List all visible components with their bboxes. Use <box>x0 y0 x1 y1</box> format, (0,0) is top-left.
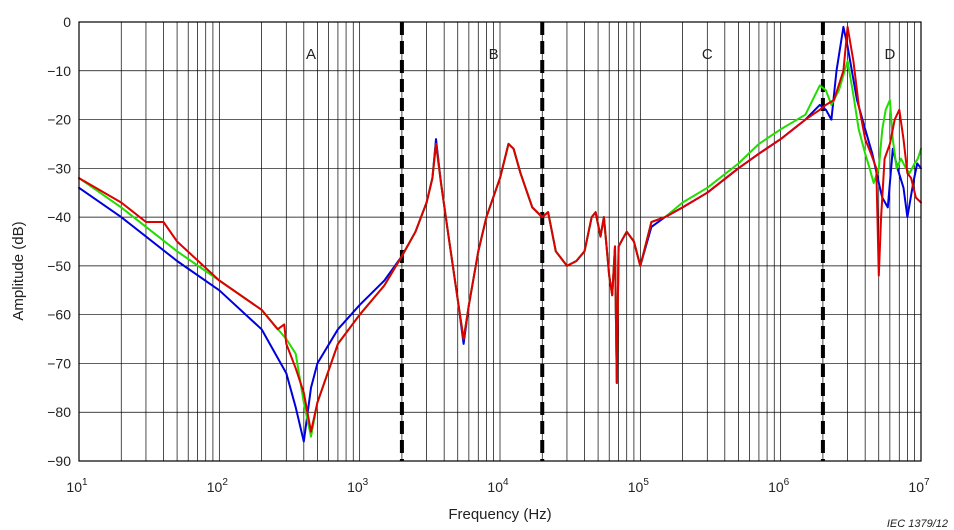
x-tick-label: 103 <box>347 477 369 495</box>
y-tick-label: −10 <box>47 63 71 79</box>
y-tick-label: −40 <box>47 209 71 225</box>
region-labels: A B C D <box>306 46 895 63</box>
y-tick-labels: 0 −10 −20 −30 −40 −50 −60 −70 −80 −90 <box>47 14 71 469</box>
region-label-b: B <box>489 46 499 63</box>
x-tick-label: 107 <box>908 477 930 495</box>
y-tick-label: −90 <box>47 453 71 469</box>
y-tick-label: −50 <box>47 258 71 274</box>
y-tick-label: −70 <box>47 355 71 371</box>
grid <box>79 22 921 461</box>
series-line-3 <box>78 25 922 433</box>
region-boundaries <box>399 22 825 461</box>
y-axis-title: Amplitude (dB) <box>10 221 27 320</box>
x-axis-title: Frequency (Hz) <box>448 506 551 523</box>
x-tick-label: 101 <box>66 477 88 495</box>
region-label-d: D <box>884 46 895 63</box>
data-series <box>78 25 922 443</box>
y-tick-label: −60 <box>47 307 71 323</box>
region-label-c: C <box>702 46 713 63</box>
x-tick-label: 102 <box>207 477 229 495</box>
x-tick-label: 106 <box>768 477 790 495</box>
y-tick-label: 0 <box>63 14 71 30</box>
y-tick-label: −80 <box>47 404 71 420</box>
x-tick-label: 105 <box>628 477 650 495</box>
figure-reference: IEC 1379/12 <box>887 518 948 530</box>
x-tick-label: 104 <box>487 477 509 495</box>
plot-frame <box>78 21 922 462</box>
y-tick-label: −30 <box>47 160 71 176</box>
region-label-a: A <box>306 46 316 63</box>
y-tick-label: −20 <box>47 112 71 128</box>
x-tick-labels: 101 102 103 104 105 106 107 <box>66 477 930 495</box>
